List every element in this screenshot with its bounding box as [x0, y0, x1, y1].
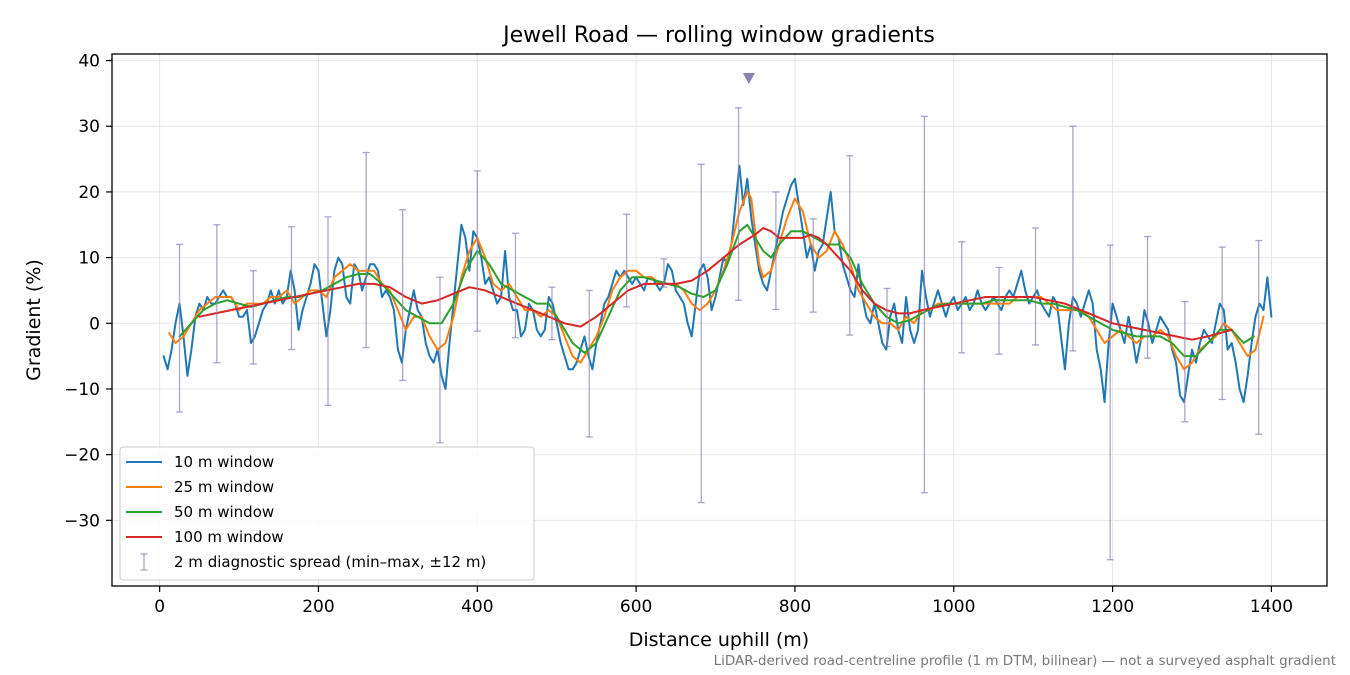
- x-tick-label: 0: [154, 597, 165, 617]
- legend-box: [119, 446, 535, 581]
- diagnostic-error-bar: [883, 287, 891, 347]
- x-tick-label: 400: [461, 597, 493, 617]
- diagnostic-error-bar: [920, 115, 928, 494]
- diagnostic-error-bar: [213, 224, 221, 364]
- diagnostic-error-bar: [399, 209, 407, 382]
- diagnostic-error-bar: [1032, 227, 1040, 346]
- y-tick-label: −10: [64, 380, 100, 400]
- diagnostic-error-bar: [772, 191, 780, 311]
- x-tick-label: 1000: [932, 597, 975, 617]
- legend-label: 100 m window: [174, 528, 284, 546]
- diagnostic-error-bar: [436, 276, 444, 444]
- y-tick-label: 40: [78, 52, 100, 72]
- diagnostic-error-bar: [249, 270, 257, 365]
- diagnostic-spread-layer: [176, 107, 1263, 561]
- diagnostic-error-bar: [1255, 239, 1263, 435]
- legend-label: 10 m window: [174, 453, 274, 471]
- diagnostic-error-bar: [735, 107, 743, 301]
- series-line-4: [198, 227, 1233, 341]
- y-tick-label: 10: [78, 249, 100, 269]
- plot-frame: [111, 53, 1328, 587]
- x-tick-label: 800: [779, 597, 811, 617]
- y-tick-label: 30: [78, 117, 100, 137]
- diagnostic-error-bar: [324, 216, 332, 407]
- y-tick-label: −20: [64, 446, 100, 466]
- y-axis-label: Gradient (%): [23, 259, 45, 381]
- diagnostic-error-bar: [362, 151, 370, 349]
- diagnostic-error-bar: [1144, 235, 1152, 359]
- x-tick-label: 1200: [1091, 597, 1134, 617]
- diagnostic-error-bar: [585, 289, 593, 438]
- diagnostic-error-bar: [623, 213, 631, 308]
- marker-layer: [742, 72, 755, 84]
- diagnostic-error-bar: [697, 163, 705, 504]
- diagnostic-error-bar: [1106, 244, 1114, 561]
- diagnostic-error-bar: [1181, 300, 1189, 423]
- y-tick-label: −30: [64, 511, 100, 531]
- x-tick-label: 600: [620, 597, 652, 617]
- legend-label: 2 m diagnostic spread (min–max, ±12 m): [174, 553, 486, 571]
- chart-title: Jewell Road — rolling window gradients: [501, 23, 935, 48]
- diagnostic-error-bar: [660, 258, 668, 288]
- series-layer: [162, 164, 1273, 404]
- diagnostic-error-bar: [809, 218, 817, 313]
- diagnostic-error-bar: [548, 286, 556, 341]
- diagnostic-error-bar: [1218, 246, 1226, 401]
- y-axis-ticks: −30 −20 −10 0 10 20 30 40: [64, 52, 112, 531]
- diagnostic-error-bar: [287, 226, 295, 351]
- peak-marker: [742, 72, 755, 84]
- legend: 10 m window 25 m window 50 m window 100 m w…: [119, 446, 535, 581]
- footnote: LiDAR-derived road-centreline profile (1…: [714, 653, 1336, 669]
- x-axis-label: Distance uphill (m): [629, 629, 809, 651]
- x-tick-label: 200: [302, 597, 334, 617]
- legend-label: 25 m window: [174, 478, 274, 496]
- diagnostic-error-bar: [995, 266, 1003, 355]
- y-tick-label: 20: [78, 183, 100, 203]
- grid: [112, 54, 1327, 586]
- x-tick-label: 1400: [1250, 597, 1293, 617]
- legend-label: 50 m window: [174, 503, 274, 521]
- diagnostic-error-bar: [846, 155, 854, 336]
- diagnostic-error-bar: [958, 241, 966, 354]
- diagnostic-error-bar: [1069, 125, 1077, 352]
- x-axis-ticks: 0 200 400 600 800 1000 1200 1400: [154, 586, 1293, 617]
- series-line-2: [168, 190, 1265, 371]
- legend-items: 10 m window 25 m window 50 m window 100 m w…: [126, 453, 486, 571]
- diagnostic-error-bar: [511, 232, 519, 339]
- diagnostic-error-bar: [473, 170, 481, 332]
- legend-swatch-errorbar: [140, 553, 148, 571]
- diagnostic-error-bar: [176, 243, 183, 413]
- y-tick-label: 0: [89, 314, 100, 334]
